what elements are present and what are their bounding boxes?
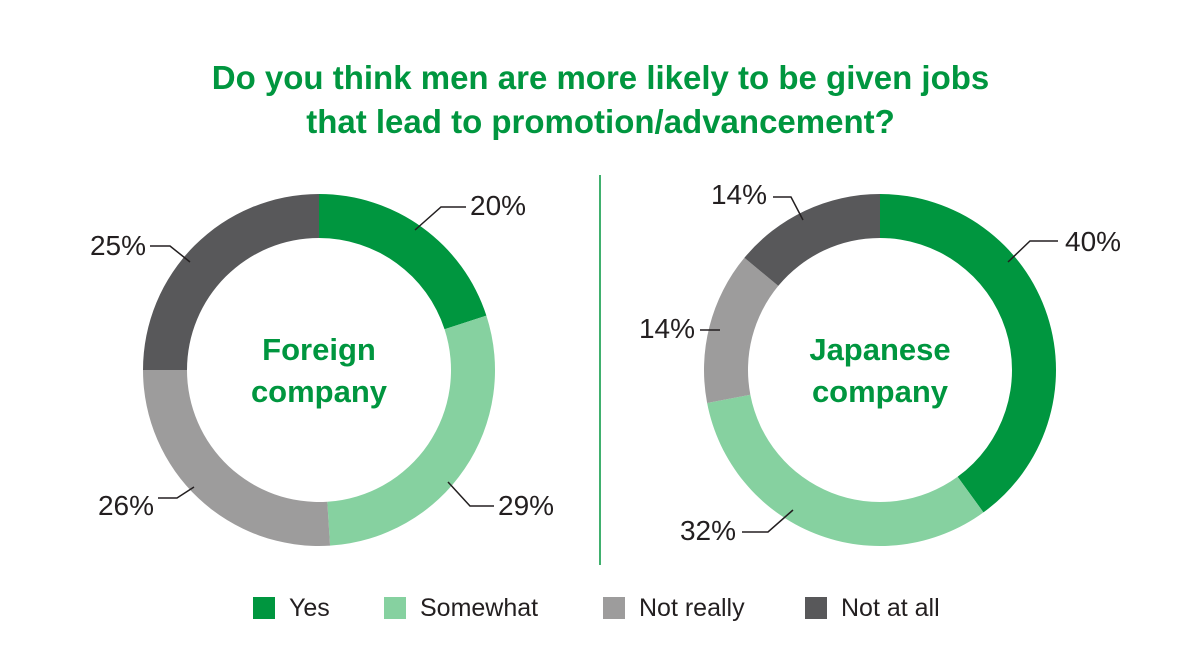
- data-label-foreign-not-at-all: 25%: [90, 230, 146, 261]
- legend-swatch-not-really: [603, 597, 625, 619]
- center-label-foreign-line-1: Foreign: [262, 332, 376, 367]
- leader-line-japanese-yes: [1007, 240, 1058, 263]
- legend-swatch-somewhat: [384, 597, 406, 619]
- legend-item-not-at-all: Not at all: [805, 588, 940, 628]
- data-label-foreign-not-really: 26%: [98, 490, 154, 521]
- chart-title: Do you think men are more likely to be g…: [0, 56, 1201, 144]
- leader-line-foreign-somewhat: [447, 481, 494, 507]
- slice-japanese-yes: [880, 194, 1057, 513]
- slice-foreign-not-at-all: [143, 194, 319, 370]
- legend-item-somewhat: Somewhat: [384, 588, 538, 628]
- leader-line-japanese-somewhat: [742, 509, 794, 533]
- center-label-japanese-line-2: company: [812, 374, 949, 409]
- legend-label-somewhat: Somewhat: [420, 593, 539, 622]
- data-label-foreign-yes: 20%: [470, 190, 526, 221]
- legend-label-not-really: Not really: [639, 593, 745, 622]
- chart-title-line-1: Do you think men are more likely to be g…: [211, 59, 990, 96]
- slice-foreign-somewhat: [327, 315, 496, 546]
- slice-japanese-not-at-all: [744, 194, 880, 286]
- legend-item-yes: Yes: [253, 588, 330, 628]
- slice-japanese-somewhat: [707, 394, 984, 547]
- legend-item-not-really: Not really: [603, 588, 745, 628]
- leader-line-foreign-not-at-all: [150, 245, 191, 263]
- legend: Yes Somewhat Not really Not at all: [0, 588, 1201, 628]
- slice-japanese-not-really: [704, 257, 779, 403]
- legend-label-not-at-all: Not at all: [841, 593, 940, 622]
- leader-line-japanese-not-at-all: [773, 196, 804, 221]
- slice-foreign-not-really: [143, 370, 331, 546]
- chart-title-line-2: that lead to promotion/advancement?: [306, 103, 895, 140]
- legend-label-yes: Yes: [289, 593, 330, 622]
- donut-chart-japanese: 40% 32% 14% 14% Japanese company: [639, 179, 1121, 547]
- leader-line-foreign-not-really: [158, 486, 195, 499]
- data-label-japanese-not-really: 14%: [639, 313, 695, 344]
- donut-chart-foreign: 20% 29% 26% 25% Foreign company: [90, 190, 554, 546]
- slice-foreign-yes: [319, 194, 487, 330]
- data-label-foreign-somewhat: 29%: [498, 490, 554, 521]
- data-label-japanese-not-at-all: 14%: [711, 179, 767, 210]
- legend-swatch-yes: [253, 597, 275, 619]
- legend-swatch-not-at-all: [805, 597, 827, 619]
- leader-line-foreign-yes: [414, 206, 466, 231]
- data-label-japanese-yes: 40%: [1065, 226, 1121, 257]
- data-label-japanese-somewhat: 32%: [680, 515, 736, 546]
- center-label-japanese-line-1: Japanese: [809, 332, 950, 367]
- center-label-foreign-line-2: company: [251, 374, 388, 409]
